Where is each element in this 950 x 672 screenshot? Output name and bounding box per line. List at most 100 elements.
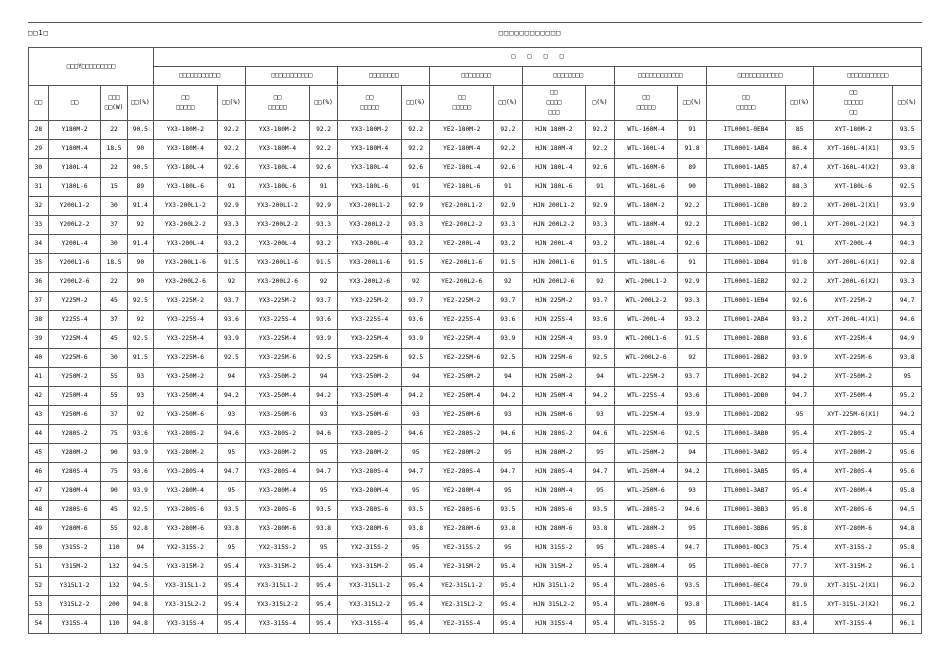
table-cell: HJN 200L1-2 bbox=[522, 197, 586, 216]
table-cell: ITL0001-1CB2 bbox=[706, 216, 785, 235]
table-cell: 95.4 bbox=[893, 425, 922, 444]
table-cell: 92.2 bbox=[217, 140, 246, 159]
table-cell: YX3-200L1-6 bbox=[246, 254, 310, 273]
table-cell: 92.2 bbox=[401, 140, 430, 159]
table-cell: Y225M-6 bbox=[48, 349, 101, 368]
table-cell: 50 bbox=[29, 539, 49, 558]
table-cell: 55 bbox=[101, 520, 127, 539]
table-cell: YX3-200L2-6 bbox=[154, 273, 218, 292]
table-cell: 92.5 bbox=[401, 349, 430, 368]
table-cell: 93.3 bbox=[309, 216, 338, 235]
col-header: □□ bbox=[48, 86, 101, 121]
table-cell: YX3-180M-4 bbox=[246, 140, 310, 159]
table-cell: 93 bbox=[127, 387, 153, 406]
table-cell: XYT-250M-4 bbox=[814, 387, 893, 406]
table-cell: 45 bbox=[101, 292, 127, 311]
table-cell: 92.5 bbox=[127, 501, 153, 520]
table-cell: 91.5 bbox=[217, 254, 246, 273]
table-cell: 39 bbox=[29, 330, 49, 349]
table-cell: YX3-225S-4 bbox=[338, 311, 402, 330]
table-cell: 93.8 bbox=[893, 349, 922, 368]
table-cell: 91.5 bbox=[586, 254, 615, 273]
table-cell: Y280M-2 bbox=[48, 444, 101, 463]
table-cell: Y200L-4 bbox=[48, 235, 101, 254]
table-cell: 93.8 bbox=[893, 159, 922, 178]
table-cell: ITL0001-3AB7 bbox=[706, 482, 785, 501]
table-cell: 90.5 bbox=[127, 121, 153, 140]
table-cell: YX3-280M-2 bbox=[154, 444, 218, 463]
table-cell: 75.4 bbox=[785, 539, 814, 558]
table-row: 41Y250M-25593YX3-250M-294YX3-250M-294YX3… bbox=[29, 368, 922, 387]
sub-header: □□□□□□□□ bbox=[522, 67, 614, 86]
page-title: □□□□□□□□□□□□ bbox=[138, 29, 922, 37]
table-cell: 29 bbox=[29, 140, 49, 159]
table-cell: 95 bbox=[678, 558, 707, 577]
table-cell: 94 bbox=[309, 368, 338, 387]
col-header: □□(%) bbox=[309, 86, 338, 121]
table-cell: ITL0001-3BB3 bbox=[706, 501, 785, 520]
table-cell: 95.6 bbox=[893, 444, 922, 463]
table-cell: 46 bbox=[29, 463, 49, 482]
table-cell: 93.7 bbox=[309, 292, 338, 311]
table-cell: 79.9 bbox=[785, 577, 814, 596]
table-cell: 93 bbox=[401, 406, 430, 425]
table-cell: 91.5 bbox=[678, 330, 707, 349]
table-cell: 91.4 bbox=[127, 197, 153, 216]
table-cell: WTL-250M-2 bbox=[614, 444, 678, 463]
table-cell: 95.4 bbox=[494, 615, 523, 634]
table-cell: YX3-180L-4 bbox=[154, 159, 218, 178]
table-cell: YX3-280S-6 bbox=[338, 501, 402, 520]
table-cell: ITL0001-1DB4 bbox=[706, 254, 785, 273]
table-cell: 93.2 bbox=[309, 235, 338, 254]
table-cell: 92.2 bbox=[401, 121, 430, 140]
table-cell: ITL0001-1CB0 bbox=[706, 197, 785, 216]
table-row: 39Y225M-44592.5YX3-225M-493.9YX3-225M-49… bbox=[29, 330, 922, 349]
table-cell: WTL-160L-6 bbox=[614, 178, 678, 197]
table-cell: YX3-250M-6 bbox=[338, 406, 402, 425]
table-cell: 95 bbox=[678, 615, 707, 634]
table-cell: YX3-225M-6 bbox=[154, 349, 218, 368]
table-row: 42Y250M-45593YX3-250M-494.2YX3-250M-494.… bbox=[29, 387, 922, 406]
table-cell: 92.2 bbox=[678, 197, 707, 216]
table-row: 40Y225M-63091.5YX3-225M-692.5YX3-225M-69… bbox=[29, 349, 922, 368]
table-cell: 93.3 bbox=[401, 216, 430, 235]
table-cell: YE2-280M-2 bbox=[430, 444, 494, 463]
table-cell: 200 bbox=[101, 596, 127, 615]
table-cell: 93.3 bbox=[494, 216, 523, 235]
table-cell: Y200L1-2 bbox=[48, 197, 101, 216]
table-cell: 95.4 bbox=[494, 577, 523, 596]
col-header: □□(%) bbox=[893, 86, 922, 121]
table-cell: 93.2 bbox=[401, 235, 430, 254]
table-cell: 93.5 bbox=[217, 501, 246, 520]
table-cell: 92.9 bbox=[678, 273, 707, 292]
table-cell: HJN 315S-2 bbox=[522, 539, 586, 558]
table-cell: 92 bbox=[127, 216, 153, 235]
table-cell: YX3-200L1-2 bbox=[338, 197, 402, 216]
table-cell: 94.5 bbox=[127, 577, 153, 596]
table-cell: YX3-280M-4 bbox=[246, 482, 310, 501]
sub-header: □□□□□□□□□□□ bbox=[246, 67, 338, 86]
table-cell: 94.6 bbox=[217, 425, 246, 444]
table-cell: 18.5 bbox=[101, 140, 127, 159]
table-cell: 87.4 bbox=[785, 159, 814, 178]
table-cell: YX3-315M-2 bbox=[154, 558, 218, 577]
table-cell: YE2-200L1-6 bbox=[430, 254, 494, 273]
table-cell: 94.7 bbox=[785, 387, 814, 406]
table-row: 49Y280M-65592.8YX3-280M-693.8YX3-280M-69… bbox=[29, 520, 922, 539]
table-cell: 93.6 bbox=[401, 311, 430, 330]
table-cell: 91 bbox=[217, 178, 246, 197]
table-cell: WTL-180L-4 bbox=[614, 235, 678, 254]
table-cell: 95 bbox=[309, 444, 338, 463]
table-cell: 93.6 bbox=[217, 311, 246, 330]
table-cell: 38 bbox=[29, 311, 49, 330]
table-cell: YE2-200L1-2 bbox=[430, 197, 494, 216]
table-cell: XYT-280S-6 bbox=[814, 501, 893, 520]
table-cell: WTL-225M-4 bbox=[614, 406, 678, 425]
table-cell: 89 bbox=[678, 159, 707, 178]
table-cell: 91.5 bbox=[494, 254, 523, 273]
table-cell: YX3-225M-6 bbox=[338, 349, 402, 368]
table-cell: 93.6 bbox=[494, 311, 523, 330]
table-row: 51Y315M-213294.5YX3-315M-295.4YX3-315M-2… bbox=[29, 558, 922, 577]
table-cell: 93.9 bbox=[586, 330, 615, 349]
table-cell: WTL-200L2-2 bbox=[614, 292, 678, 311]
